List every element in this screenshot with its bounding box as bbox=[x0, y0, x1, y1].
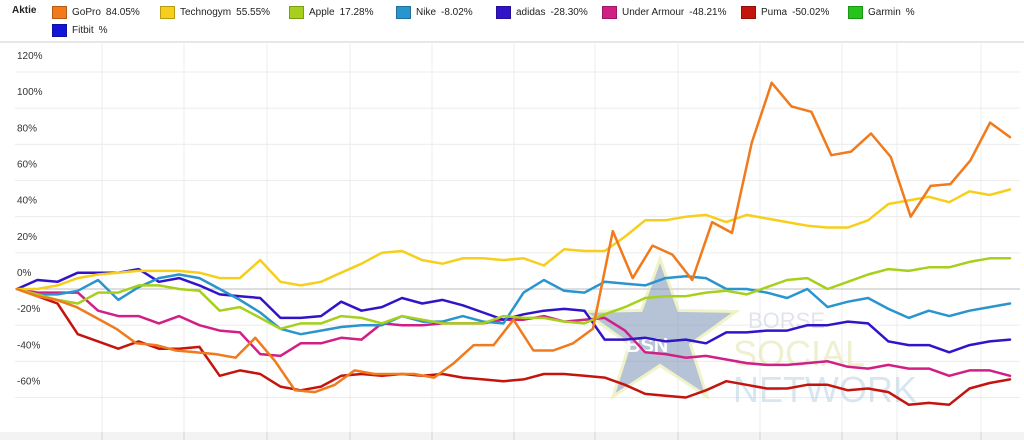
legend-name: Fitbit bbox=[72, 24, 94, 36]
legend-swatch bbox=[160, 5, 175, 19]
legend-item-technogym[interactable]: Technogym 55.55% bbox=[160, 5, 270, 19]
legend-item-gopro[interactable]: GoPro 84.05% bbox=[52, 5, 140, 19]
y-tick-label: 120% bbox=[17, 51, 43, 62]
legend-swatch bbox=[52, 5, 67, 19]
chart-legend: Aktie GoPro 84.05% Technogym 55.55% Apple 17.… bbox=[0, 0, 1024, 42]
watermark-text-1: BORSE bbox=[748, 308, 825, 333]
legend-swatch bbox=[741, 5, 756, 19]
legend-item-nike[interactable]: Nike -8.02% bbox=[396, 5, 473, 19]
legend-name: Puma bbox=[761, 6, 788, 18]
watermark-star bbox=[579, 254, 741, 401]
legend-item-fitbit[interactable]: Fitbit% bbox=[52, 23, 108, 37]
legend-swatch bbox=[396, 5, 411, 19]
series-line-nike[interactable] bbox=[15, 273, 1012, 336]
y-tick-label: -20% bbox=[17, 304, 40, 315]
y-tick-label: -60% bbox=[17, 377, 40, 388]
legend-item-garmin[interactable]: Garmin% bbox=[848, 5, 915, 19]
legend-value: -50.02% bbox=[792, 6, 830, 18]
legend-swatch bbox=[496, 5, 511, 19]
legend-item-apple[interactable]: Apple 17.28% bbox=[289, 5, 374, 19]
legend-value: 84.05% bbox=[105, 6, 140, 18]
legend-swatch bbox=[848, 5, 863, 19]
legend-name: Garmin bbox=[868, 6, 901, 18]
watermark-text-3: NETWORK bbox=[733, 369, 917, 410]
legend-title: Aktie bbox=[12, 5, 37, 16]
legend-swatch bbox=[289, 5, 304, 19]
legend-name: adidas bbox=[516, 6, 546, 18]
watermark-text-2: SOCIAL bbox=[733, 333, 865, 374]
legend-value: -8.02% bbox=[441, 6, 473, 18]
y-tick-label: -40% bbox=[17, 340, 40, 351]
y-tick-label: 100% bbox=[17, 87, 43, 98]
y-tick-label: 0% bbox=[17, 268, 32, 279]
legend-name: Technogym bbox=[180, 6, 232, 18]
legend-item-puma[interactable]: Puma -50.02% bbox=[741, 5, 829, 19]
legend-name: Under Armour bbox=[622, 6, 685, 18]
y-tick-label: 20% bbox=[17, 232, 37, 243]
legend-swatch bbox=[52, 23, 67, 37]
legend-name: Apple bbox=[309, 6, 335, 18]
legend-item-adidas[interactable]: adidas -28.30% bbox=[496, 5, 588, 19]
series-line-technogym[interactable] bbox=[15, 188, 1012, 291]
x-axis-strip bbox=[0, 432, 1024, 440]
series-line-puma[interactable] bbox=[15, 287, 1012, 406]
series-line-apple[interactable] bbox=[15, 257, 1012, 331]
y-tick-label: 80% bbox=[17, 123, 37, 134]
legend-item-under-armour[interactable]: Under Armour -48.21% bbox=[602, 5, 727, 19]
y-tick-label: 40% bbox=[17, 196, 37, 207]
series-line-gopro[interactable] bbox=[15, 81, 1012, 394]
legend-value: -48.21% bbox=[689, 6, 727, 18]
legend-value: % bbox=[905, 6, 915, 18]
legend-value: % bbox=[98, 24, 108, 36]
legend-name: GoPro bbox=[72, 6, 101, 18]
legend-value: -28.30% bbox=[550, 6, 588, 18]
legend-name: Nike bbox=[416, 6, 437, 18]
legend-swatch bbox=[602, 5, 617, 19]
y-tick-label: 60% bbox=[17, 160, 37, 171]
legend-value: 17.28% bbox=[339, 6, 374, 18]
legend-value: 55.55% bbox=[236, 6, 271, 18]
